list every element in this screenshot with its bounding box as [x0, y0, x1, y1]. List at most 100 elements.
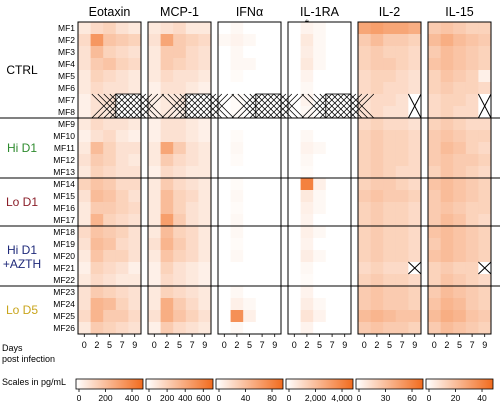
heatmap-cell: [395, 190, 409, 203]
heatmap-cell: [358, 46, 371, 59]
heatmap-cell: [160, 190, 174, 203]
day-tick-label: 2: [164, 340, 169, 350]
heatmap-cell: [230, 226, 244, 239]
heatmap-cell: [465, 214, 479, 227]
heatmap-cell: [338, 142, 352, 155]
heatmap-cell: [325, 238, 339, 251]
heatmap-cell: [300, 262, 314, 275]
heatmap-cell: [255, 286, 269, 299]
heatmap-cell: [218, 118, 231, 131]
heatmap-cell: [358, 22, 371, 35]
heatmap-cell: [230, 274, 244, 287]
heatmap-cell: [185, 298, 199, 311]
day-tick-label: 5: [317, 340, 322, 350]
heatmap-cell: [383, 322, 397, 335]
heatmap-cell: [255, 22, 269, 35]
heatmap-cell: [428, 58, 441, 71]
heatmap-cell: [255, 190, 269, 203]
day-tick-label: 9: [202, 340, 207, 350]
missing-hatch: [249, 93, 275, 119]
heatmap-cell: [440, 190, 454, 203]
heatmap-cell: [395, 298, 409, 311]
heatmap-cell: [268, 166, 282, 179]
heatmap-cell: [408, 190, 422, 203]
heatmap-cell: [103, 166, 117, 179]
heatmap-cell: [465, 250, 479, 263]
heatmap-cell: [465, 82, 479, 95]
day-tick-label: 5: [387, 340, 392, 350]
heatmap-cell: [128, 190, 142, 203]
scale-tick-label: 400: [125, 393, 139, 403]
heatmap-cell: [408, 22, 422, 35]
scale-tick-label: 200: [160, 393, 174, 403]
heatmap-cell: [255, 154, 269, 167]
heatmap-cell: [173, 178, 187, 191]
heatmap-cell: [288, 34, 301, 47]
heatmap-cell: [255, 322, 269, 335]
heatmap-cell: [478, 286, 492, 299]
heatmap-cell: [243, 214, 257, 227]
heatmap-cell: [453, 226, 467, 239]
heatmap-cell: [358, 190, 371, 203]
heatmap-cell: [478, 226, 492, 239]
heatmap-cell: [395, 226, 409, 239]
scale-tick-label: 0: [357, 393, 362, 403]
heatmap-cell: [383, 154, 397, 167]
heatmap-cell: [383, 34, 397, 47]
heatmap-cell: [198, 130, 212, 143]
heatmap-cell: [185, 154, 199, 167]
heatmap-cell: [115, 274, 129, 287]
row-label: MF25: [53, 311, 75, 321]
heatmap-cell: [325, 310, 339, 323]
heatmap-cell: [160, 166, 174, 179]
heatmap-cell: [103, 238, 117, 251]
heatmap-cell: [128, 46, 142, 59]
heatmap-cell: [440, 46, 454, 59]
heatmap-cell: [288, 166, 301, 179]
heatmap-cell: [230, 214, 244, 227]
heatmap-cell: [313, 166, 327, 179]
column-header-ifn: IFNα: [236, 5, 263, 19]
heatmap-cell: [173, 70, 187, 83]
heatmap-cell: [198, 34, 212, 47]
missing-hatch: [167, 93, 193, 119]
heatmap-cell: [325, 274, 339, 287]
heatmap-cell: [230, 70, 244, 83]
heatmap-cell: [243, 154, 257, 167]
group-label: Lo D1: [6, 195, 38, 209]
heatmap-cell: [288, 58, 301, 71]
heatmap-cell: [465, 58, 479, 71]
heatmap-cell: [338, 274, 352, 287]
heatmap-cell: [478, 58, 492, 71]
heatmap-cell: [313, 70, 327, 83]
heatmap-cell: [243, 130, 257, 143]
missing-hatch: [279, 93, 305, 119]
heatmap-cell: [370, 142, 384, 155]
heatmap-cell: [408, 166, 422, 179]
heatmap-cell: [383, 82, 397, 95]
heatmap-cell: [78, 94, 91, 107]
heatmap-cell: [128, 322, 142, 335]
heatmap-cell: [78, 58, 91, 71]
heatmap-cell: [128, 286, 142, 299]
column-header-eotaxin: Eotaxin: [89, 5, 131, 19]
missing-hatch: [343, 93, 369, 119]
heatmap-cell: [395, 166, 409, 179]
heatmap-cell: [358, 118, 371, 131]
heatmap-cell: [78, 142, 91, 155]
heatmap-cell: [358, 322, 371, 335]
heatmap-cell: [103, 118, 117, 131]
heatmap-cell: [218, 250, 231, 263]
heatmap-cell: [288, 202, 301, 215]
heatmap-cell: [358, 154, 371, 167]
heatmap-cell: [103, 190, 117, 203]
heatmap-cell: [465, 130, 479, 143]
heatmap-cell: [115, 154, 129, 167]
heatmap-cell: [288, 238, 301, 251]
heatmap-cell: [453, 46, 467, 59]
heatmap-cell: [288, 106, 301, 119]
heatmap-cell: [103, 178, 117, 191]
heatmap-cell: [148, 310, 161, 323]
heatmap-cell: [160, 142, 174, 155]
